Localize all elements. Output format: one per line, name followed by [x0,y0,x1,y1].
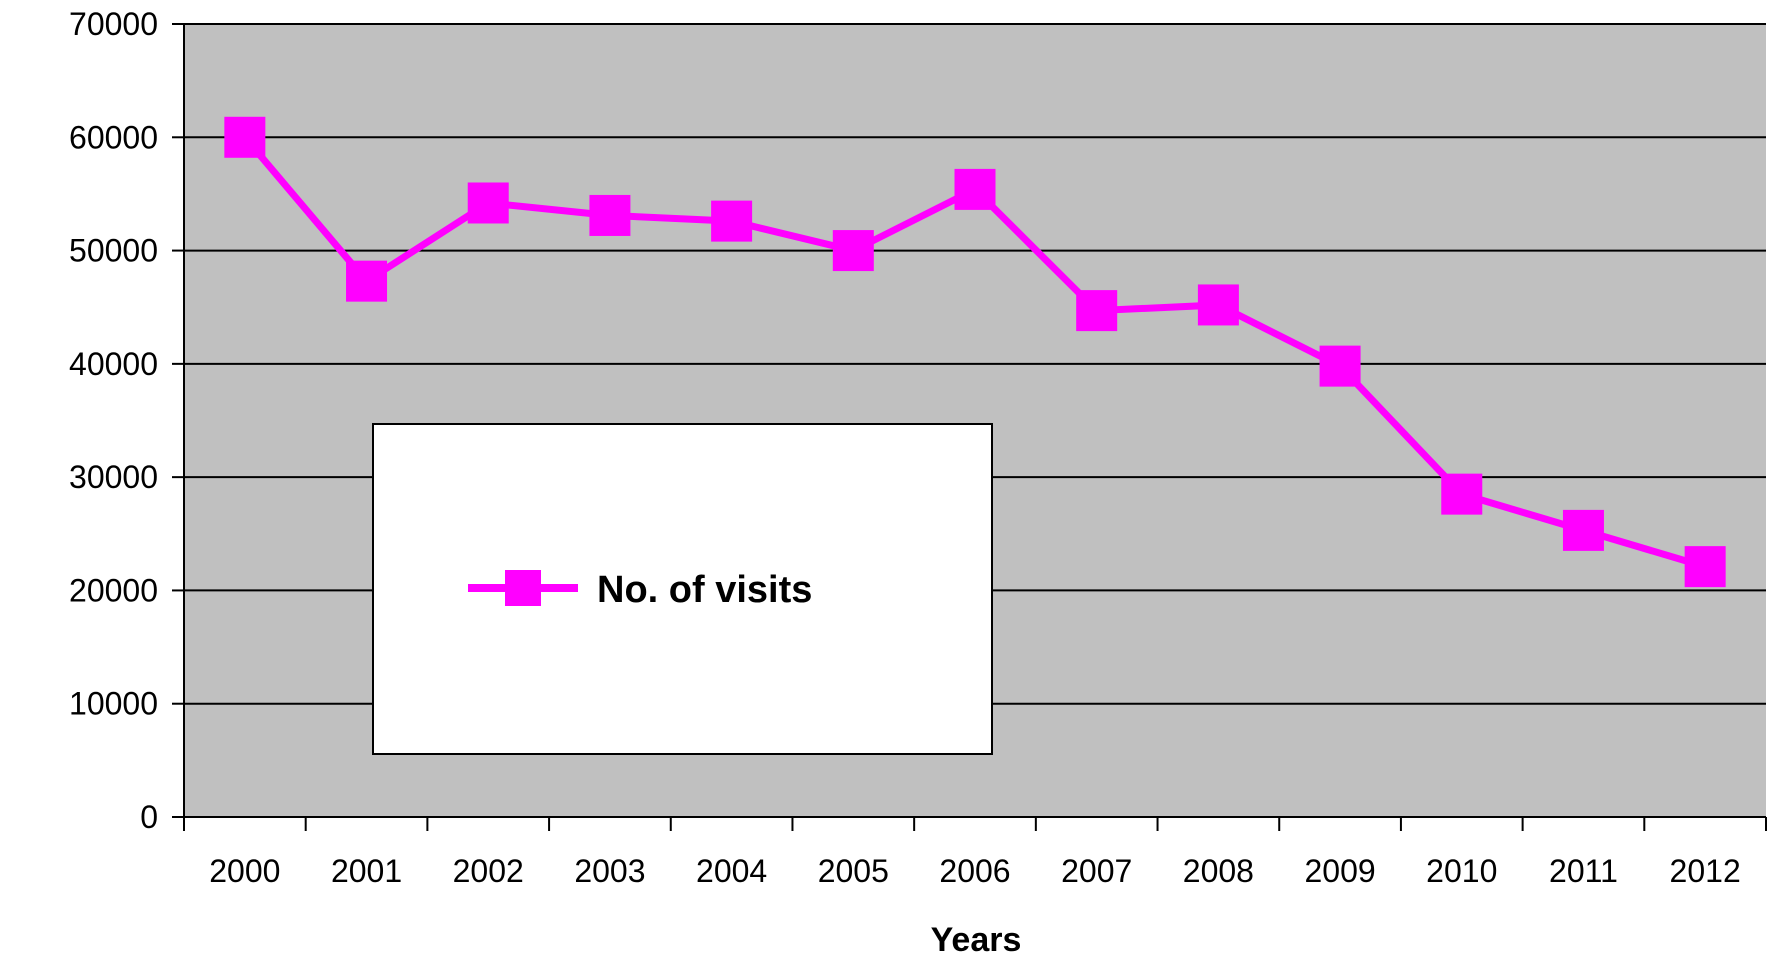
axes [172,23,1767,831]
y-tick-label: 40000 [69,346,158,382]
x-tick-label: 2001 [331,853,402,889]
x-tick-label: 2009 [1304,853,1375,889]
x-tick-label: 2002 [453,853,524,889]
data-point-marker [954,168,996,210]
y-tick-label: 50000 [69,233,158,269]
x-tick-label: 2004 [696,853,767,889]
x-axis-title: Years [931,921,1022,955]
data-point-marker [467,182,509,224]
data-point-marker [346,260,388,302]
y-tick-label: 70000 [69,6,158,42]
data-point-marker [589,194,631,236]
data-point-marker [1562,509,1604,551]
data-point-marker [832,230,874,272]
data-point-marker [1076,290,1118,332]
x-tick-label: 2003 [574,853,645,889]
x-tick-label: 2005 [818,853,889,889]
x-tick-label: 2007 [1061,853,1132,889]
x-tick-labels: 2000 2001 2002 2003 2004 2005 2006 2007 2008 2009… [209,853,1740,889]
data-point-marker [224,116,266,158]
data-point-marker [1319,345,1361,387]
legend-marker-swatch [505,570,541,606]
y-tick-label: 60000 [69,119,158,155]
data-point-marker [1441,473,1483,515]
data-point-marker [1197,284,1239,326]
x-tick-label: 2008 [1183,853,1254,889]
data-point-marker [1684,546,1726,588]
y-tick-label: 30000 [69,459,158,495]
y-tick-label: 20000 [69,572,158,608]
x-tick-label: 2011 [1549,853,1618,889]
y-tick-label: 10000 [69,686,158,722]
x-tick-label: 2012 [1670,853,1741,889]
data-point-marker [711,200,753,242]
series-markers [224,116,1726,588]
legend-label: No. of visits [597,569,812,611]
x-tick-label: 2000 [209,853,280,889]
y-tick-label: 0 [140,799,158,835]
x-tick-label: 2010 [1426,853,1497,889]
x-tick-label: 2006 [939,853,1010,889]
legend: No. of visits [372,423,993,755]
y-tick-labels: 0 10000 20000 30000 40000 50000 60000 70000 [69,6,158,835]
